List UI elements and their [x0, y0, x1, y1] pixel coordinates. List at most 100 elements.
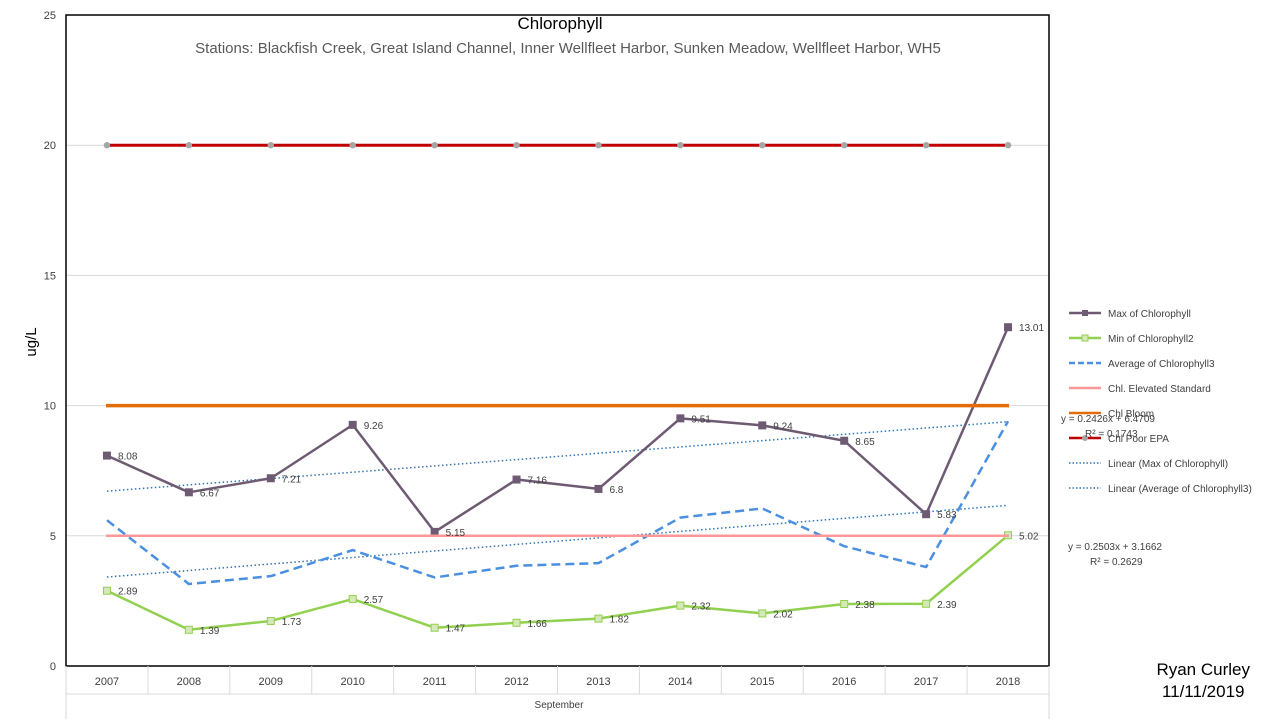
- legend-label: Linear (Average of Chlorophyll3): [1108, 484, 1252, 495]
- trend-equation: y = 0.2426x + 6.4709: [1061, 414, 1155, 425]
- y-tick-label: 0: [50, 661, 56, 673]
- legend-label: Average of Chlorophyll3: [1108, 359, 1215, 370]
- legend-label: Chl. Elevated Standard: [1108, 384, 1211, 395]
- data-point: [266, 616, 275, 625]
- x-tick-label: 2014: [668, 676, 692, 688]
- data-point: [266, 474, 275, 483]
- x-tick-label: 2012: [504, 676, 528, 688]
- data-label: 7.16: [528, 476, 548, 487]
- data-labels: 8.08 6.67 7.21 9.26 5.15 7.16 6.8 9.51 9.24 8.65 5…: [118, 323, 1045, 637]
- data-label: 2.89: [118, 587, 138, 598]
- legend-label: Chl Bloom: [1108, 409, 1154, 420]
- legend-marker: [1081, 334, 1089, 342]
- trend-r2: R² = 0.2629: [1090, 557, 1143, 568]
- y-tick-label: 25: [44, 10, 56, 22]
- data-label: 1.39: [200, 626, 220, 637]
- data-label: 6.67: [200, 488, 220, 499]
- data-label: 1.82: [609, 615, 629, 626]
- legend-label: Max of Chlorophyll: [1108, 309, 1191, 320]
- series: [102, 142, 1013, 634]
- series-line: [106, 534, 1009, 632]
- x-tick-label: 2010: [340, 676, 364, 688]
- data-point: [348, 595, 357, 604]
- data-label: 1.47: [446, 624, 466, 635]
- x-tick-label: 2015: [750, 676, 774, 688]
- series-line: [106, 420, 1010, 586]
- data-point: [922, 510, 931, 519]
- data-point: [184, 488, 193, 497]
- data-label: 5.15: [446, 528, 466, 539]
- data-point: [922, 599, 931, 608]
- data-label: 2.39: [937, 600, 957, 611]
- data-label: 13.01: [1019, 323, 1044, 334]
- legend-label: Linear (Max of Chlorophyll): [1108, 459, 1228, 470]
- data-point: [677, 142, 684, 149]
- y-tick-label: 15: [44, 270, 56, 282]
- data-label: 9.24: [773, 421, 793, 432]
- x-tick-label: 2017: [914, 676, 938, 688]
- data-label: 5.02: [1019, 531, 1039, 542]
- legend-marker: [1082, 435, 1088, 441]
- x-tick-label: 2007: [95, 676, 119, 688]
- data-point: [758, 609, 767, 618]
- data-point: [1004, 323, 1013, 332]
- data-point: [922, 142, 930, 149]
- data-point: [430, 527, 439, 536]
- data-label: 8.08: [118, 452, 138, 463]
- data-label: 6.8: [609, 485, 623, 496]
- axes: 0 5 10 15 20 25 2007 2008 2009 2010 2011 2012 2013 20…: [44, 10, 1050, 719]
- data-point: [430, 623, 439, 632]
- data-point: [758, 421, 767, 430]
- y-axis-label: ug/L: [23, 327, 40, 356]
- legend-marker: [1082, 310, 1088, 316]
- data-point: [513, 142, 520, 149]
- y-tick-label: 20: [44, 140, 56, 152]
- data-point: [841, 142, 848, 149]
- trend-equation: y = 0.2503x + 3.1662: [1068, 542, 1162, 553]
- data-point: [594, 614, 603, 623]
- data-point: [512, 618, 521, 627]
- trendline-equations: y = 0.2426x + 6.4709 R² = 0.1743 y = 0.250…: [1061, 414, 1162, 568]
- x-tick-label: 2013: [586, 676, 610, 688]
- data-label: 2.57: [364, 595, 384, 606]
- data-point: [594, 484, 603, 493]
- y-tick-label: 5: [50, 531, 56, 543]
- data-label: 9.51: [691, 414, 711, 425]
- signature-date: 11/11/2019: [1161, 682, 1245, 701]
- data-point: [512, 475, 521, 484]
- data-label: 8.65: [855, 437, 875, 448]
- x-axis-label: September: [535, 700, 585, 711]
- data-point: [759, 142, 766, 149]
- plot-frame: [65, 14, 1050, 667]
- x-tick-label: 2009: [259, 676, 283, 688]
- data-point: [595, 142, 602, 149]
- data-point: [840, 600, 849, 609]
- data-point: [102, 586, 111, 595]
- series-line: [106, 326, 1010, 534]
- data-label: 2.38: [855, 600, 875, 611]
- data-label: 9.26: [364, 421, 384, 432]
- data-point: [348, 420, 357, 429]
- x-tick-label: 2018: [996, 676, 1020, 688]
- data-point: [102, 451, 111, 460]
- chart-subtitle: Stations: Blackfish Creek, Great Island …: [195, 40, 941, 57]
- x-tick-label: 2011: [423, 676, 447, 688]
- trend-r2: R² = 0.1743: [1085, 429, 1138, 440]
- gridlines: [66, 144, 1049, 537]
- data-point: [431, 142, 438, 149]
- trendline: [106, 504, 1009, 578]
- data-label: 1.73: [282, 617, 302, 628]
- signature: Ryan Curley 11/11/2019: [1156, 659, 1250, 703]
- x-tick-label: 2008: [177, 676, 201, 688]
- data-point: [676, 414, 685, 423]
- data-label: 7.21: [282, 474, 302, 485]
- legend-label: Min of Chlorophyll2: [1108, 334, 1194, 345]
- signature-name: Ryan Curley: [1156, 660, 1250, 679]
- data-point: [185, 142, 193, 149]
- trendline: [106, 420, 1009, 492]
- data-point: [1004, 142, 1012, 149]
- data-point: [840, 436, 849, 445]
- trendlines: [106, 420, 1009, 578]
- y-tick-label: 10: [44, 401, 56, 413]
